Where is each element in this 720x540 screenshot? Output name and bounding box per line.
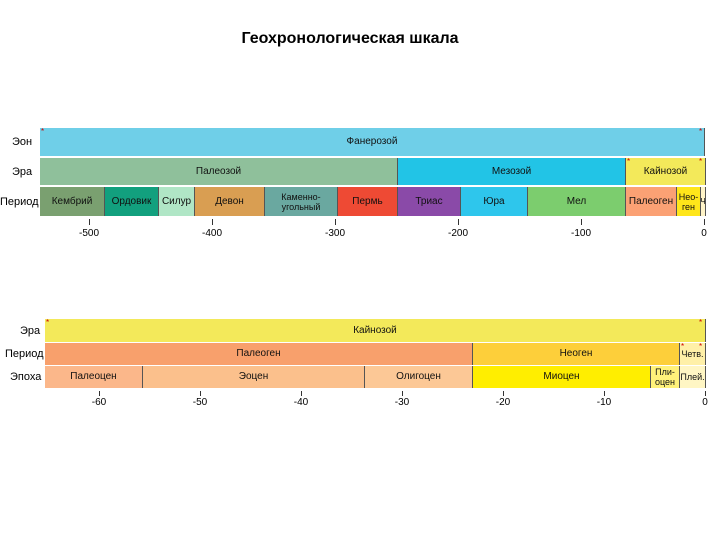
axis-tick: [604, 391, 605, 396]
axis-tick-label: -60: [91, 397, 107, 408]
period-bar-quaternary: Четв.: [680, 343, 706, 365]
row-label-era: Эра: [12, 166, 33, 178]
period-bar-neogene: Неоген: [473, 343, 680, 365]
axis-tick-label: -200: [447, 228, 468, 239]
axis-tick-label: -40: [293, 397, 309, 408]
epoch-bar-oligocene: Олигоцен: [365, 366, 473, 388]
epoch-bar-pliocene: Пли- оцен: [651, 366, 680, 388]
epoch-bar-paleocene: Палеоцен: [45, 366, 143, 388]
period-bar-ordovician: Ордовик: [105, 187, 159, 216]
period-bar-triassic: Триас: [398, 187, 461, 216]
epoch-bar-pleistocene: Плей.: [680, 366, 706, 388]
axis-tick: [212, 219, 213, 225]
era-bar-paleozoic: Палеозой: [40, 158, 398, 185]
era-bar-cenozoic: Кайнозой: [45, 319, 706, 342]
epoch-bar-eocene: Эоцен: [143, 366, 365, 388]
axis-tick-label: 0: [701, 228, 707, 239]
axis-tick: [301, 391, 302, 396]
star-marker: *: [699, 127, 703, 136]
axis-tick-label: -500: [78, 228, 99, 239]
star-marker: *: [627, 157, 631, 166]
period-bar-paleogene: Палеоген: [45, 343, 473, 365]
period-bar-silurian: Силур: [159, 187, 195, 216]
axis-tick: [581, 219, 582, 225]
axis-tick: [704, 219, 705, 225]
star-marker: *: [681, 342, 685, 351]
axis-tick: [458, 219, 459, 225]
axis-tick: [99, 391, 100, 396]
era-bar-mesozoic: Мезозой: [398, 158, 626, 185]
period-bar-carboniferous: Каменно- угольный: [265, 187, 338, 216]
star-marker: *: [41, 127, 45, 136]
star-marker: *: [46, 318, 50, 327]
star-marker: *: [699, 342, 703, 351]
era-bar-cenozoic: Кайнозой: [626, 158, 706, 185]
period-bar-cambrian: Кембрий: [40, 187, 105, 216]
star-marker: *: [699, 157, 703, 166]
axis-tick-label: -10: [596, 397, 612, 408]
period-bar-cretaceous: Мел: [528, 187, 626, 216]
row-label-epoch: Эпоха: [10, 371, 42, 383]
row-label-period: Период: [0, 196, 39, 208]
row-label-period: Период: [5, 348, 44, 360]
axis-tick-label: -100: [570, 228, 591, 239]
axis-tick-label: 0: [702, 397, 708, 408]
row-label-era: Эра: [20, 325, 41, 337]
period-bar-quaternary: Ч: [701, 187, 706, 216]
epoch-bar-miocene: Миоцен: [473, 366, 651, 388]
axis-tick-label: -300: [324, 228, 345, 239]
axis-tick-label: -50: [192, 397, 208, 408]
star-marker: *: [699, 318, 703, 327]
axis-tick: [402, 391, 403, 396]
axis-tick: [705, 391, 706, 396]
period-bar-devonian: Девон: [195, 187, 265, 216]
axis-tick-label: -20: [495, 397, 511, 408]
eon-bar-phanerozoic: Фанерозой: [40, 128, 705, 156]
axis-tick: [503, 391, 504, 396]
axis-tick-label: -30: [394, 397, 410, 408]
axis-tick: [335, 219, 336, 225]
period-bar-neogene: Нео- ген: [677, 187, 701, 216]
period-bar-jurassic: Юра: [461, 187, 528, 216]
axis-tick-label: -400: [201, 228, 222, 239]
period-bar-paleogene: Палеоген: [626, 187, 677, 216]
period-bar-permian: Пермь: [338, 187, 398, 216]
page-title: Геохронологическая шкала: [241, 30, 459, 47]
row-label-eon: Эон: [12, 136, 33, 148]
axis-tick: [89, 219, 90, 225]
axis-tick: [200, 391, 201, 396]
